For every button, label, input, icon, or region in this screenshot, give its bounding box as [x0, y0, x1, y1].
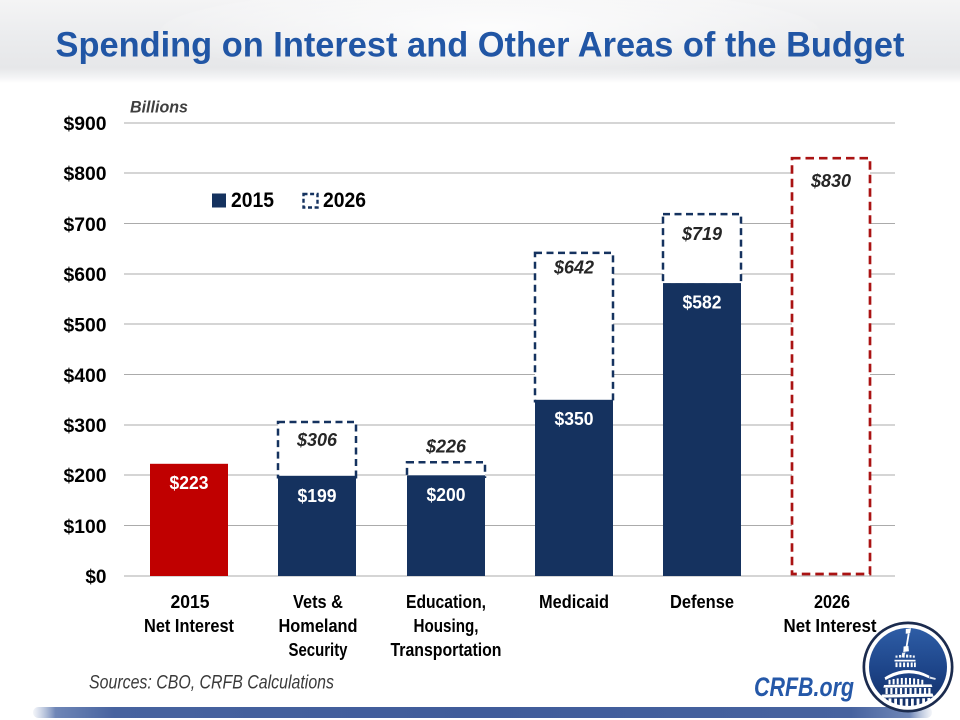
svg-text:Spending on Interest and Other: Spending on Interest and Other Areas of … [56, 26, 905, 65]
svg-text:$223: $223 [170, 473, 209, 493]
svg-text:Security: Security [289, 640, 348, 660]
svg-text:$830: $830 [810, 171, 851, 191]
svg-text:$350: $350 [555, 409, 594, 429]
svg-text:Homeland: Homeland [279, 616, 358, 636]
svg-text:2026: 2026 [814, 592, 850, 612]
svg-text:$199: $199 [298, 486, 337, 506]
svg-text:$100: $100 [64, 517, 107, 538]
svg-text:Sources: CBO, CRFB Calculation: Sources: CBO, CRFB Calculations [89, 673, 334, 694]
svg-text:Billions: Billions [130, 98, 188, 117]
svg-text:$642: $642 [553, 258, 594, 278]
svg-text:CRFB.org: CRFB.org [754, 672, 854, 702]
svg-text:$306: $306 [296, 430, 338, 450]
svg-text:$400: $400 [64, 366, 107, 387]
svg-text:$226: $226 [425, 437, 467, 457]
svg-text:$0: $0 [85, 567, 106, 588]
svg-text:$200: $200 [427, 485, 466, 505]
svg-text:$719: $719 [681, 224, 722, 244]
svg-text:Housing,: Housing, [414, 616, 479, 636]
svg-text:$500: $500 [64, 316, 107, 337]
svg-text:Transportation: Transportation [391, 640, 502, 660]
svg-text:$582: $582 [683, 293, 722, 313]
svg-text:$600: $600 [64, 265, 107, 286]
svg-text:2015: 2015 [171, 592, 210, 612]
svg-text:Net Interest: Net Interest [144, 616, 234, 636]
svg-text:$700: $700 [64, 215, 107, 236]
svg-text:$900: $900 [64, 114, 107, 135]
svg-text:$300: $300 [64, 416, 107, 437]
svg-text:Vets &: Vets & [293, 592, 343, 612]
svg-text:Defense: Defense [670, 592, 734, 612]
svg-text:Net Interest: Net Interest [784, 616, 877, 636]
svg-text:2015: 2015 [231, 189, 274, 212]
svg-text:$800: $800 [64, 164, 107, 185]
svg-text:Education,: Education, [406, 592, 486, 612]
svg-text:2026: 2026 [323, 189, 366, 212]
svg-text:$200: $200 [64, 466, 107, 487]
svg-text:Medicaid: Medicaid [539, 592, 609, 612]
